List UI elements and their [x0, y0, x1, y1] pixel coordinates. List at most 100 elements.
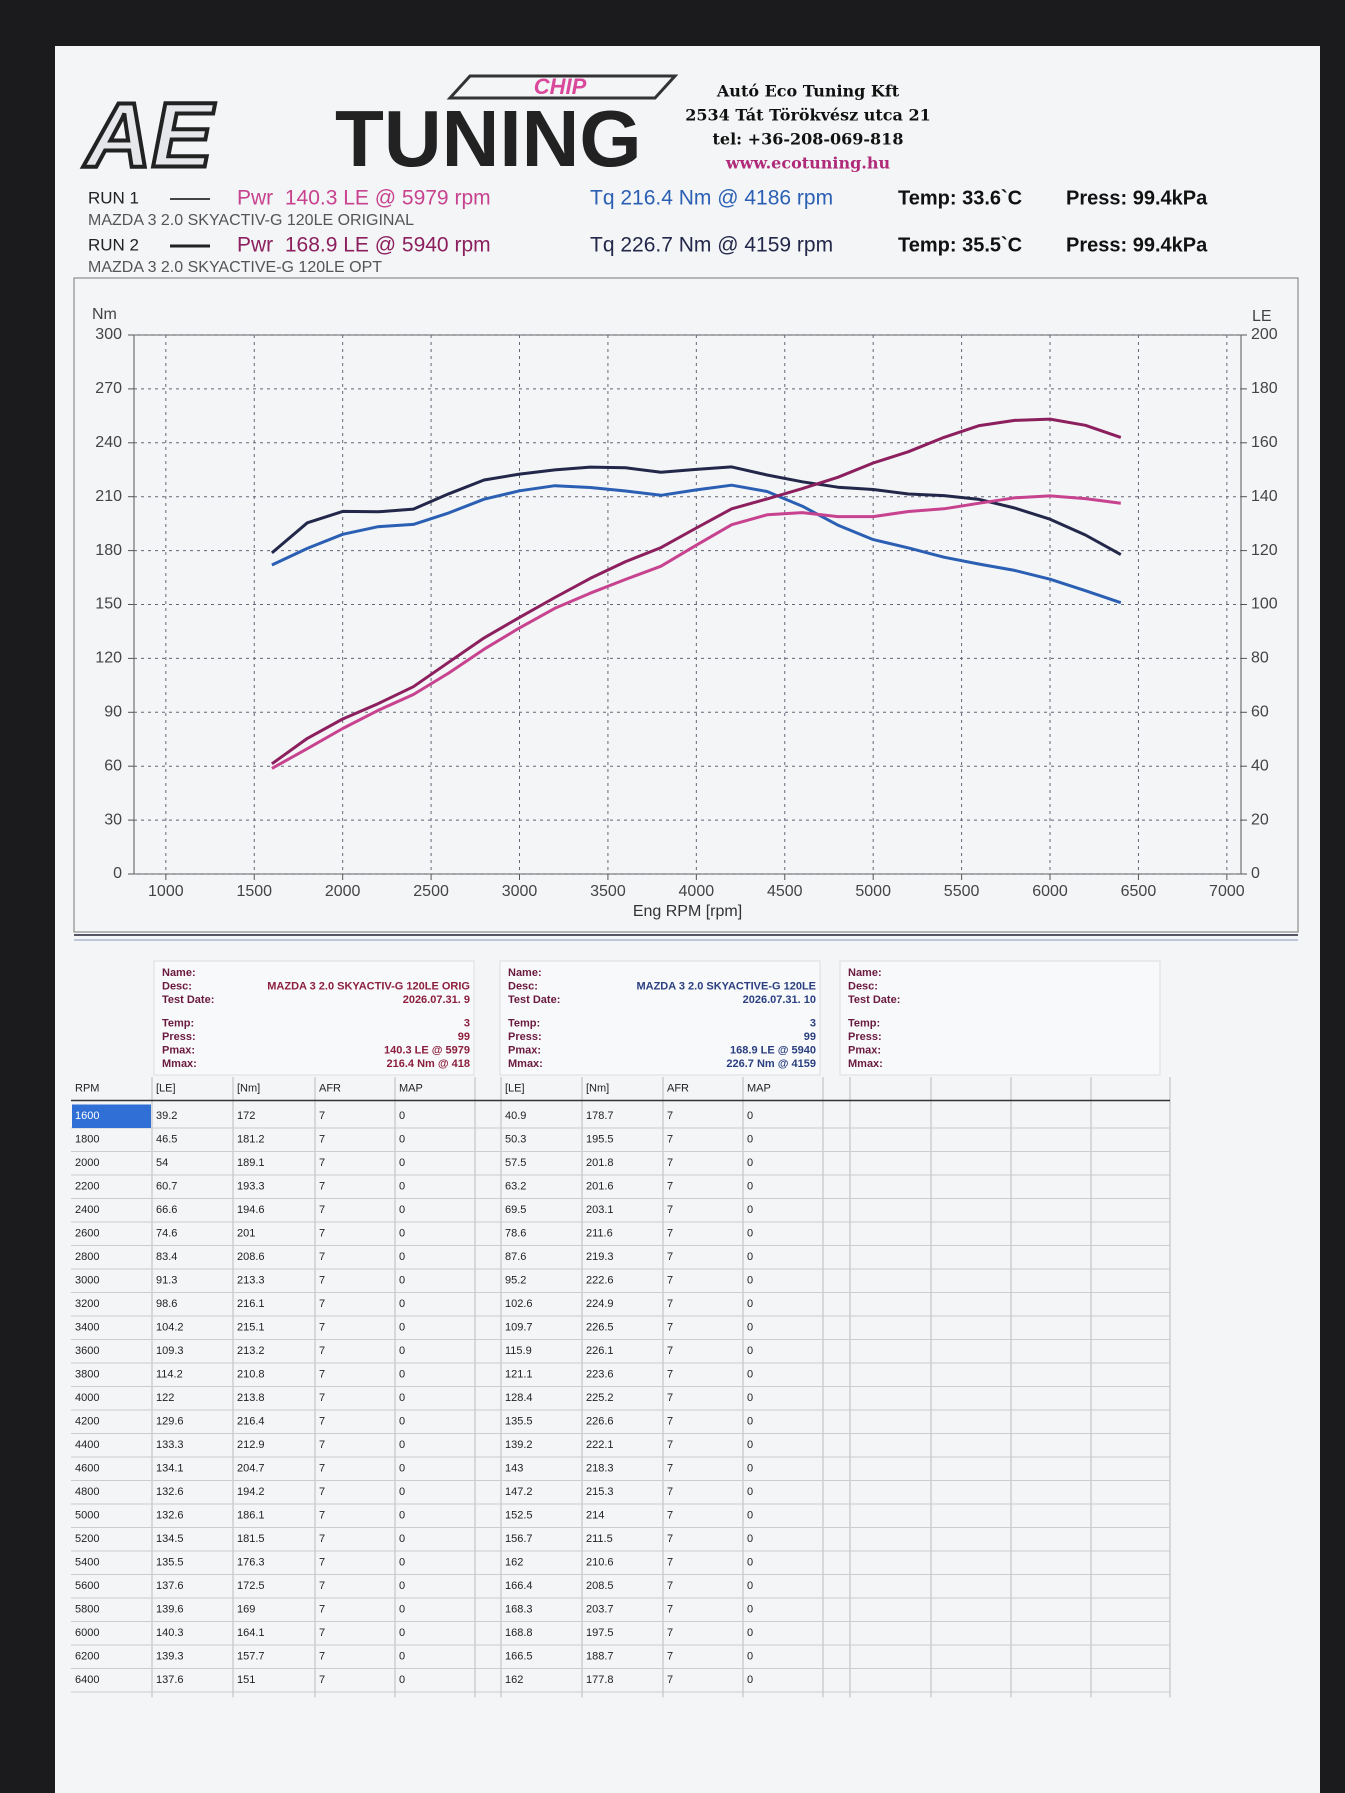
table-cell: 2000	[75, 1157, 99, 1169]
table-cell: 0	[399, 1369, 405, 1381]
table-cell: 78.6	[505, 1228, 526, 1240]
table-cell: 0	[399, 1392, 405, 1404]
info-label: Test Date:	[508, 994, 560, 1006]
y-tick-label: 0	[113, 865, 122, 882]
table-cell: 224.9	[586, 1298, 614, 1310]
table-cell: 135.5	[505, 1416, 533, 1428]
info-label: Test Date:	[162, 994, 214, 1006]
table-cell: 147.2	[505, 1486, 533, 1498]
table-cell: 226.5	[586, 1322, 614, 1334]
table-cell: 210.6	[586, 1557, 614, 1569]
table-cell: 7	[667, 1181, 673, 1193]
info-label: Test Date:	[848, 994, 900, 1006]
y2-tick-label: 100	[1251, 596, 1278, 613]
table-cell: 0	[399, 1674, 405, 1686]
table-cell: 3600	[75, 1345, 99, 1357]
table-cell: 218.3	[586, 1463, 614, 1475]
y2-tick-label: 20	[1251, 811, 1269, 828]
y-tick-label: 60	[104, 757, 122, 774]
table-cell: 208.6	[237, 1251, 265, 1263]
run-power: Pwr 140.3 LE @ 5979 rpm	[237, 187, 491, 210]
table-cell: 193.3	[237, 1181, 265, 1193]
table-cell: 83.4	[156, 1251, 177, 1263]
table-cell: 57.5	[505, 1157, 526, 1169]
table-cell: 0	[399, 1298, 405, 1310]
table-cell: 7	[667, 1533, 673, 1545]
table-cell: 114.2	[156, 1369, 183, 1381]
table-cell: 0	[399, 1580, 405, 1592]
table-cell: 216.4	[237, 1416, 265, 1428]
table-cell: 135.5	[156, 1557, 184, 1569]
y2-tick-label: 40	[1251, 757, 1269, 774]
table-cell: 0	[399, 1439, 405, 1451]
table-cell: 7	[667, 1275, 673, 1287]
table-cell: 109.7	[505, 1322, 533, 1334]
info-label: Name:	[162, 967, 196, 979]
selected-cell	[72, 1104, 151, 1128]
table-cell: 128.4	[505, 1392, 533, 1404]
info-value: 3	[810, 1017, 816, 1029]
table-cell: 46.5	[156, 1134, 177, 1146]
table-cell: 0	[399, 1486, 405, 1498]
table-cell: 0	[747, 1486, 753, 1498]
y2-tick-label: 60	[1251, 704, 1269, 721]
x-axis-label: Eng RPM [rpm]	[633, 903, 742, 920]
table-cell: 7	[319, 1322, 325, 1334]
table-cell: 6200	[75, 1651, 99, 1663]
y-tick-label: 210	[95, 488, 122, 505]
table-cell: 4600	[75, 1463, 99, 1475]
table-cell: 0	[399, 1604, 405, 1616]
y2-tick-label: 140	[1251, 488, 1278, 505]
table-cell: 3200	[75, 1298, 99, 1310]
run-power: Pwr 168.9 LE @ 5940 rpm	[237, 234, 491, 257]
info-value: 168.9 LE @ 5940	[730, 1044, 816, 1056]
table-cell: 63.2	[505, 1181, 526, 1193]
table-cell: 7	[319, 1533, 325, 1545]
y-tick-label: 180	[95, 542, 122, 559]
info-label: Desc:	[508, 980, 538, 992]
table-cell: 7	[667, 1369, 673, 1381]
run-desc: MAZDA 3 2.0 SKYACTIV-G 120LE ORIGINAL	[88, 212, 414, 229]
x-tick-label: 3500	[590, 883, 626, 900]
run-press: Press: 99.4kPa	[1066, 234, 1208, 256]
table-cell: 139.3	[156, 1651, 184, 1663]
info-value: 3	[464, 1017, 470, 1029]
info-label: Pmax:	[848, 1044, 881, 1056]
table-cell: 0	[747, 1627, 753, 1639]
table-cell: 151	[237, 1674, 255, 1686]
table-cell: 7	[319, 1134, 325, 1146]
table-cell: 7	[319, 1651, 325, 1663]
logo-chip: CHIP	[534, 74, 587, 99]
table-cell: 203.1	[586, 1204, 614, 1216]
table-cell: 215.1	[237, 1322, 265, 1334]
table-cell: 201.6	[586, 1181, 614, 1193]
table-cell: 201	[237, 1228, 255, 1240]
table-cell: 1600	[75, 1110, 99, 1122]
table-cell: 197.5	[586, 1627, 614, 1639]
table-cell: 5000	[75, 1510, 99, 1522]
info-label: Mmax:	[508, 1058, 543, 1070]
info-box	[839, 960, 1161, 1076]
table-cell: 195.5	[586, 1134, 614, 1146]
table-cell: 0	[399, 1345, 405, 1357]
info-value: 140.3 LE @ 5979	[384, 1044, 470, 1056]
table-cell: 121.1	[505, 1369, 533, 1381]
table-cell: 172	[237, 1110, 255, 1122]
y-tick-label: 300	[95, 326, 122, 343]
info-label: Pmax:	[508, 1044, 541, 1056]
table-cell: 140.3	[156, 1627, 184, 1639]
table-cell: 69.5	[505, 1204, 526, 1216]
table-cell: 5400	[75, 1557, 99, 1569]
table-cell: 0	[747, 1416, 753, 1428]
y-tick-label: 90	[104, 704, 122, 721]
x-tick-label: 2000	[325, 883, 361, 900]
table-cell: 0	[747, 1181, 753, 1193]
table-cell: 157.7	[237, 1651, 265, 1663]
table-cell: 0	[747, 1674, 753, 1686]
table-cell: 0	[747, 1463, 753, 1475]
table-cell: 0	[747, 1110, 753, 1122]
table-cell: 137.6	[156, 1674, 184, 1686]
info-value: 216.4 Nm @ 418	[387, 1058, 471, 1070]
table-cell: 4400	[75, 1439, 99, 1451]
table-cell: 0	[747, 1392, 753, 1404]
